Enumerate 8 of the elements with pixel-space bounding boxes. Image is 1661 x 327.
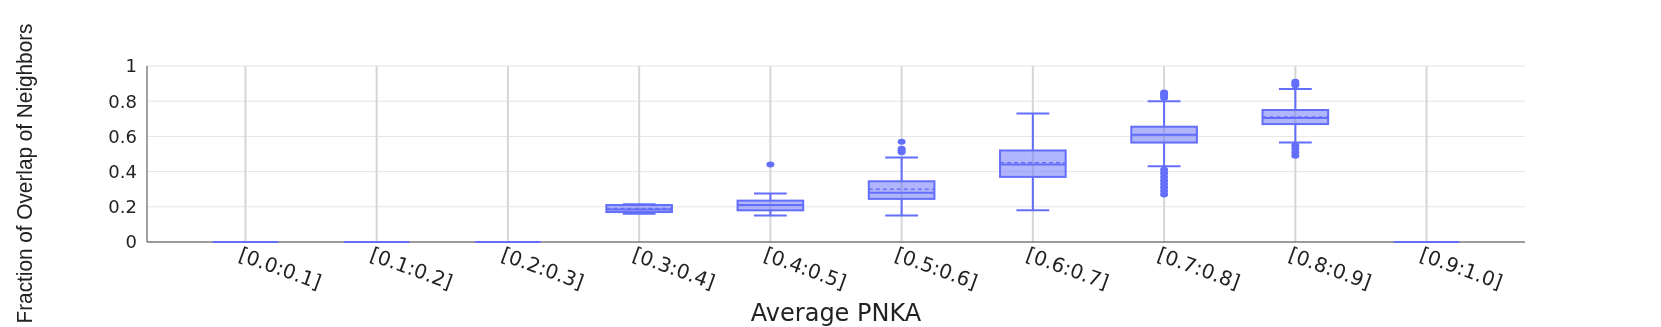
y-tick-label: 0.6	[108, 125, 137, 147]
y-tick-label: 1	[125, 55, 137, 77]
y-tick-label: 0.4	[108, 160, 137, 182]
y-axis-title: Fraction of Overlap of Neighbors	[12, 5, 37, 324]
y-tick-label: 0	[125, 231, 137, 253]
y-tick-label: 0.2	[108, 196, 137, 218]
x-axis-title: Average PNKA	[750, 299, 922, 327]
y-tick-label: 0.8	[108, 90, 137, 112]
